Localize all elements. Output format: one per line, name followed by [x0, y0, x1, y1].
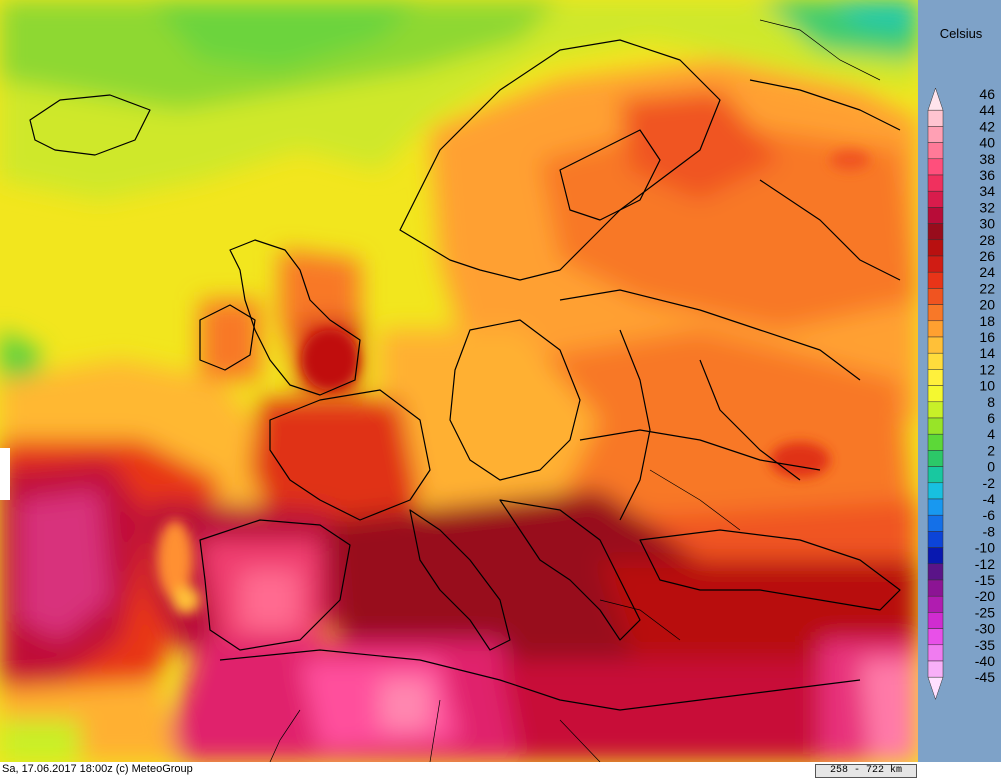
legend-swatch — [927, 498, 944, 516]
legend-swatch — [927, 174, 944, 192]
legend-label: -45 — [975, 669, 995, 685]
legend-swatch — [927, 433, 944, 451]
legend-label: -8 — [983, 523, 996, 539]
legend-swatch — [927, 336, 944, 354]
legend-label: 42 — [979, 118, 995, 134]
legend-label: -12 — [975, 556, 995, 572]
legend-swatch — [927, 417, 944, 435]
legend-label: 22 — [979, 280, 995, 296]
legend-swatch — [927, 644, 944, 662]
legend-swatch — [927, 466, 944, 484]
legend-swatch — [927, 190, 944, 208]
legend-label: 8 — [987, 394, 995, 410]
color-scale: 4644424038363432302826242220181614121086… — [927, 86, 996, 701]
legend-label: 32 — [979, 199, 995, 215]
legend-swatch — [927, 87, 944, 111]
legend-label: 12 — [979, 361, 995, 377]
footer-bar: Sa, 17.06.2017 18:00z (c) MeteoGroup 258… — [0, 762, 1001, 778]
legend-swatch — [927, 126, 944, 143]
legend-label: 28 — [979, 232, 995, 248]
legend-label: -35 — [975, 637, 995, 653]
legend-label: 30 — [979, 216, 995, 232]
legend-swatch — [927, 158, 944, 176]
timestamp-label: Sa, 17.06.2017 18:00z (c) MeteoGroup — [2, 763, 193, 775]
legend-swatch — [927, 612, 944, 629]
legend-label: 40 — [979, 135, 995, 151]
legend-swatch — [927, 676, 944, 701]
legend-swatch — [927, 482, 944, 500]
legend-swatch — [927, 401, 944, 419]
legend-swatch — [927, 320, 944, 338]
legend-label: 0 — [987, 459, 995, 475]
legend-swatch — [927, 595, 944, 613]
legend-swatch — [927, 450, 944, 467]
legend-label: 16 — [979, 329, 995, 345]
legend-label: -15 — [975, 572, 995, 588]
legend-swatch — [927, 288, 944, 305]
legend-panel: Celsius 46 44 42 40 38 36 34 32 30 28 26 24 22 20 18 16… — [918, 0, 1001, 778]
edge-marker — [0, 448, 10, 500]
legend-label: 44 — [979, 102, 995, 118]
legend-label: 20 — [979, 297, 995, 313]
legend-label: 18 — [979, 313, 995, 329]
legend-swatch — [927, 563, 944, 581]
legend-label: -2 — [983, 475, 996, 491]
legend-swatch — [927, 547, 944, 565]
legend-label: 26 — [979, 248, 995, 264]
legend-unit: Celsius — [939, 26, 983, 41]
legend-swatch — [927, 352, 944, 370]
legend-swatch — [927, 628, 944, 646]
legend-label: 36 — [979, 167, 995, 183]
legend-label: 34 — [979, 183, 995, 199]
legend-label: -10 — [975, 540, 995, 556]
legend-label: 38 — [979, 151, 995, 167]
legend-label: 10 — [979, 378, 995, 394]
legend-label: -6 — [983, 507, 996, 523]
legend-swatch — [927, 239, 944, 257]
legend-swatch — [927, 255, 944, 273]
legend-swatch — [927, 579, 944, 597]
legend-label: -40 — [975, 653, 995, 669]
distance-scale: 258 - 722 km — [815, 764, 917, 778]
legend-swatch — [927, 109, 944, 127]
legend-label: 2 — [987, 442, 995, 458]
temperature-field — [0, 0, 918, 762]
legend-swatch — [927, 223, 944, 241]
legend-label: 24 — [979, 264, 995, 280]
legend-label: -25 — [975, 604, 995, 620]
legend-label: -20 — [975, 588, 995, 604]
legend-swatch — [927, 385, 944, 403]
legend-swatch — [927, 369, 944, 386]
legend-label: 6 — [987, 410, 995, 426]
legend-swatch — [927, 142, 944, 160]
legend-label: -4 — [983, 491, 996, 507]
legend-label: 14 — [979, 345, 995, 361]
legend-swatch — [927, 660, 944, 678]
legend-label: 46 — [979, 86, 995, 102]
legend-swatch — [927, 207, 944, 224]
temperature-map — [0, 0, 918, 762]
legend-swatch — [927, 531, 944, 548]
legend-swatch — [927, 514, 944, 532]
legend-label: 4 — [987, 426, 995, 442]
legend-swatch — [927, 271, 944, 289]
legend-label: -30 — [975, 621, 995, 637]
legend-swatch — [927, 304, 944, 322]
